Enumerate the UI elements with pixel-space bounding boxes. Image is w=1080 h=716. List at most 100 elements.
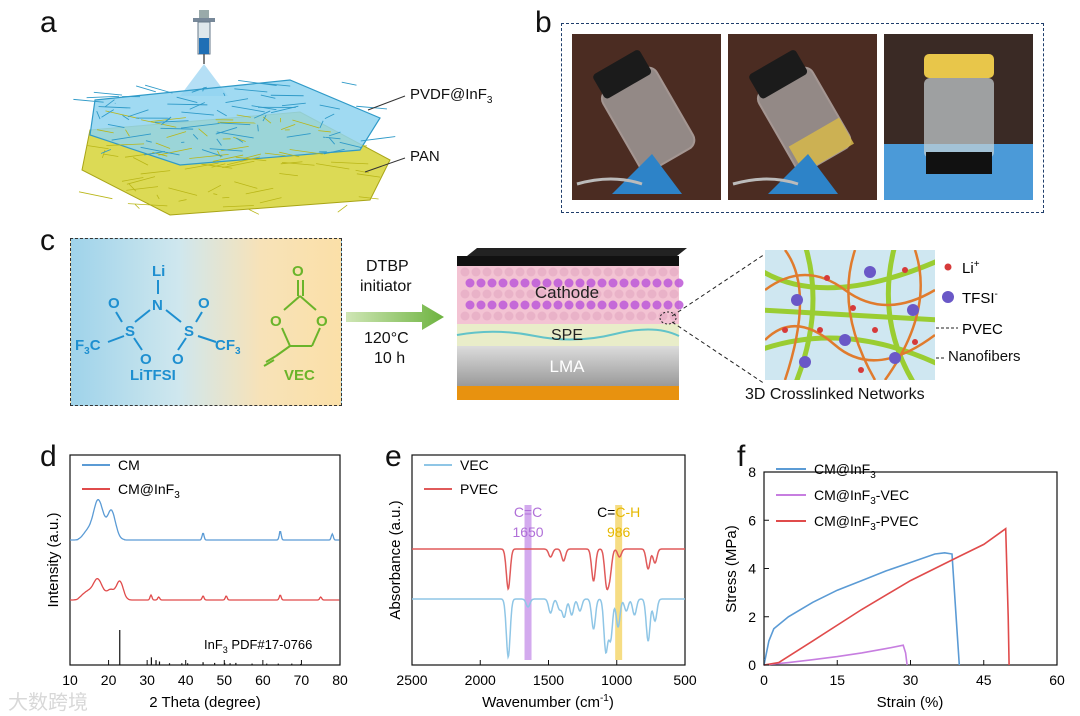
ch-band <box>615 505 623 660</box>
svg-text:S: S <box>125 323 135 340</box>
ftir-tick-label: 1000 <box>601 672 632 688</box>
chemical-structures-box <box>70 238 342 406</box>
svg-text:InF3 PDF#17-0766: InF3 PDF#17-0766 <box>204 637 312 655</box>
photo-vial-1 <box>572 34 721 200</box>
ftir-series-1 <box>412 548 685 591</box>
svg-text:TFSI-: TFSI- <box>962 289 998 307</box>
xrd-tick-label: 40 <box>178 672 194 688</box>
stress-ytick-label: 4 <box>748 561 756 577</box>
svg-text:O: O <box>316 313 328 330</box>
svg-text:Li+: Li+ <box>962 259 980 277</box>
stress-ytick-label: 2 <box>748 609 756 625</box>
photo-vial-3 <box>884 34 1033 200</box>
reaction-initiator-2: initiator <box>360 278 412 295</box>
svg-text:Stress (MPa): Stress (MPa) <box>723 525 740 613</box>
reaction-time: 10 h <box>374 350 406 367</box>
stress-xtick-label: 0 <box>760 672 768 688</box>
stress-ytick-label: 0 <box>748 657 756 673</box>
stress-series-2 <box>763 527 1010 666</box>
svg-text:VEC: VEC <box>284 367 315 384</box>
svg-text:O: O <box>108 295 120 312</box>
svg-text:C=C: C=C <box>514 504 542 520</box>
reaction-initiator-1: DTBP <box>366 258 409 275</box>
svg-text:CM@InF3: CM@InF3 <box>118 481 180 501</box>
panel-letter-b: b <box>535 6 552 39</box>
svg-text:LiTFSI: LiTFSI <box>130 367 176 384</box>
tfsi-ion-icon <box>942 291 954 303</box>
xrd-series-1 <box>70 578 340 601</box>
svg-text:Wavenumber (cm-1): Wavenumber (cm-1) <box>482 693 614 711</box>
svg-text:O: O <box>270 313 282 330</box>
svg-text:S: S <box>184 323 194 340</box>
svg-text:Cathode: Cathode <box>535 283 599 302</box>
xrd-tick-label: 20 <box>101 672 117 688</box>
vial-photos <box>561 23 1044 213</box>
ftir-tick-label: 1500 <box>533 672 564 688</box>
pvdf-label: PVDF@InF3 <box>410 86 493 106</box>
svg-text:Li: Li <box>152 263 165 280</box>
svg-text:Intensity (a.u.): Intensity (a.u.) <box>45 512 62 607</box>
svg-text:VEC: VEC <box>460 457 489 473</box>
stress-series-1 <box>763 644 908 666</box>
network-caption: 3D Crosslinked Networks <box>745 386 925 403</box>
panel-letter-d: d <box>40 440 57 473</box>
panel-letter-a: a <box>40 6 57 39</box>
ftir-chart: VEC PVEC C=C 1650 C=C-H 986 2500 2000 1500… <box>387 454 697 711</box>
zoom-lines <box>671 253 766 385</box>
xrd-tick-label: 50 <box>216 672 232 688</box>
xrd-tick-label: 80 <box>332 672 348 688</box>
xrd-series-0 <box>70 499 340 541</box>
ftir-tick-label: 500 <box>673 672 697 688</box>
syringe-icon <box>193 10 215 64</box>
svg-text:LMA: LMA <box>550 357 586 376</box>
network-legend: Li+ TFSI- PVEC <box>936 259 1003 359</box>
photo-vial-2 <box>728 34 877 200</box>
membrane-illustration <box>73 10 406 216</box>
stress-xtick-label: 30 <box>903 672 919 688</box>
stress-ytick-label: 8 <box>748 464 756 480</box>
svg-text:O: O <box>198 295 210 312</box>
svg-text:1650: 1650 <box>512 524 543 540</box>
xrd-legend: CM CM@InF3 <box>82 457 180 501</box>
ftir-legend: VEC PVEC <box>424 457 498 497</box>
chemical-structures: Li N S S O O O O F3C CF3 LiTFSI O O O VE <box>75 263 328 384</box>
svg-text:PVEC: PVEC <box>460 481 498 497</box>
xrd-chart: CM CM@InF3 InF3 PDF#17-0766 10 20 30 40 50 60… <box>45 454 348 711</box>
svg-text:F3C: F3C <box>75 337 101 357</box>
stress-legend: CM@InF3 CM@InF3-VEC CM@InF3-PVEC <box>776 461 919 533</box>
reaction-arrow-icon <box>346 304 444 330</box>
ftir-series-0 <box>412 598 685 660</box>
ftir-tick-label: 2000 <box>465 672 496 688</box>
crosslinked-network <box>765 250 935 380</box>
svg-text:SPE: SPE <box>551 327 583 344</box>
stress-ytick-label: 6 <box>748 512 756 528</box>
svg-text:986: 986 <box>607 524 631 540</box>
ftir-tick-label: 2500 <box>396 672 427 688</box>
svg-text:C=C-H: C=C-H <box>597 504 640 520</box>
svg-text:2 Theta (degree): 2 Theta (degree) <box>149 694 260 711</box>
xrd-tick-label: 60 <box>255 672 271 688</box>
cc-band <box>524 505 532 660</box>
svg-text:O: O <box>140 351 152 368</box>
svg-text:CM@InF3-VEC: CM@InF3-VEC <box>814 487 909 507</box>
svg-text:CM@InF3-PVEC: CM@InF3-PVEC <box>814 513 919 533</box>
svg-text:Absorbance (a.u.): Absorbance (a.u.) <box>387 500 404 619</box>
svg-text:O: O <box>292 263 304 280</box>
reaction-temperature: 120°C <box>364 330 409 347</box>
svg-text:PVEC: PVEC <box>962 321 1003 338</box>
xrd-tick-label: 10 <box>62 672 78 688</box>
xrd-tick-label: 70 <box>294 672 310 688</box>
li-ion-icon <box>944 263 952 271</box>
stress-series-0 <box>763 551 961 666</box>
stress-xtick-label: 15 <box>829 672 845 688</box>
watermark: 大数跨境 <box>8 690 88 714</box>
svg-text:CF3: CF3 <box>215 337 241 357</box>
panel-letter-c: c <box>40 224 55 257</box>
svg-text:CM: CM <box>118 457 140 473</box>
stress-xtick-label: 60 <box>1049 672 1065 688</box>
nanofibers-label: Nanofibers <box>948 348 1021 365</box>
svg-text:CM@InF3: CM@InF3 <box>814 461 876 481</box>
pan-label: PAN <box>410 148 440 165</box>
panel-letter-e: e <box>385 440 402 473</box>
svg-text:N: N <box>152 297 163 314</box>
